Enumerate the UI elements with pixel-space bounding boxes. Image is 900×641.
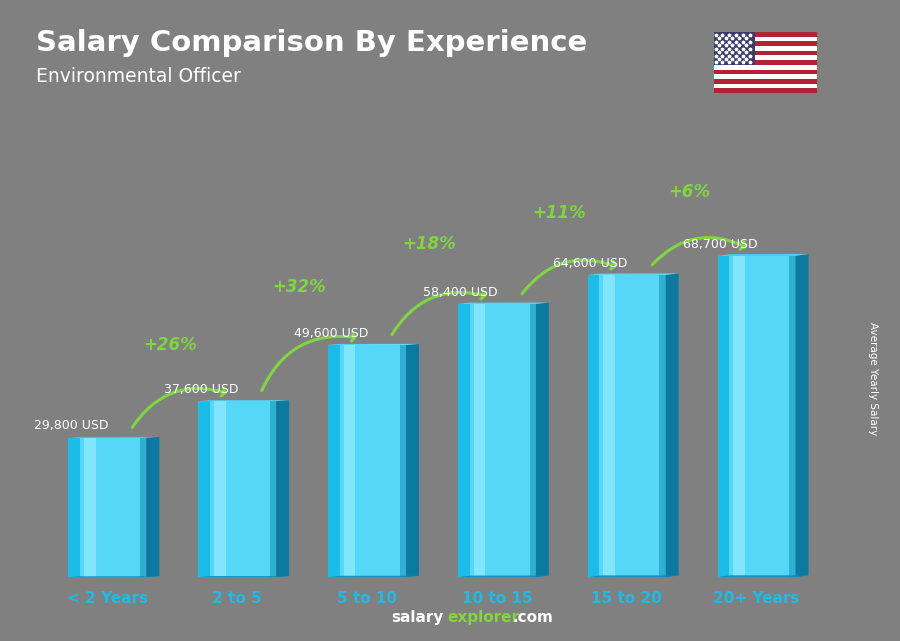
Polygon shape — [717, 576, 808, 577]
Text: +11%: +11% — [533, 204, 586, 222]
Text: 49,600 USD: 49,600 USD — [293, 327, 368, 340]
Bar — [714, 42, 817, 46]
Polygon shape — [729, 256, 789, 577]
Polygon shape — [214, 401, 226, 577]
Text: .com: .com — [513, 610, 554, 625]
Polygon shape — [80, 438, 140, 577]
Text: 37,600 USD: 37,600 USD — [164, 383, 238, 396]
Polygon shape — [406, 344, 419, 577]
Polygon shape — [270, 401, 276, 577]
Bar — [714, 83, 817, 88]
Polygon shape — [344, 345, 356, 577]
Polygon shape — [660, 275, 666, 577]
Polygon shape — [328, 344, 419, 345]
Polygon shape — [328, 345, 340, 577]
Bar — [714, 37, 817, 42]
Bar — [714, 65, 817, 69]
Text: 68,700 USD: 68,700 USD — [683, 238, 758, 251]
Bar — [714, 88, 817, 93]
Text: Average Yearly Salary: Average Yearly Salary — [868, 322, 878, 435]
Polygon shape — [68, 438, 80, 577]
Polygon shape — [198, 576, 289, 577]
Polygon shape — [68, 437, 159, 438]
Polygon shape — [147, 437, 159, 577]
Text: 29,800 USD: 29,800 USD — [34, 419, 108, 433]
Polygon shape — [140, 438, 147, 577]
Text: salary: salary — [392, 610, 444, 625]
Polygon shape — [536, 303, 549, 577]
Polygon shape — [68, 576, 159, 577]
Bar — [714, 46, 817, 51]
Text: +32%: +32% — [273, 278, 327, 296]
Text: Salary Comparison By Experience: Salary Comparison By Experience — [36, 29, 587, 57]
Polygon shape — [198, 400, 289, 401]
Polygon shape — [458, 303, 549, 304]
Bar — [714, 79, 817, 83]
Polygon shape — [473, 304, 485, 577]
Polygon shape — [276, 400, 289, 577]
Polygon shape — [603, 275, 615, 577]
Polygon shape — [529, 304, 535, 577]
Polygon shape — [210, 401, 270, 577]
Polygon shape — [400, 345, 406, 577]
Bar — [714, 74, 817, 79]
Polygon shape — [599, 275, 660, 577]
Text: +18%: +18% — [402, 235, 456, 253]
Bar — [714, 69, 817, 74]
Text: Environmental Officer: Environmental Officer — [36, 67, 241, 87]
Bar — [714, 56, 817, 60]
Polygon shape — [789, 256, 796, 577]
Bar — [714, 32, 755, 65]
Polygon shape — [666, 274, 679, 577]
Text: 64,600 USD: 64,600 USD — [554, 256, 627, 270]
Text: explorer: explorer — [447, 610, 519, 625]
Text: +6%: +6% — [668, 183, 710, 201]
Polygon shape — [470, 304, 529, 577]
Bar — [714, 60, 817, 65]
Polygon shape — [734, 256, 745, 577]
Polygon shape — [796, 254, 808, 577]
Polygon shape — [198, 401, 210, 577]
Polygon shape — [328, 576, 419, 577]
Polygon shape — [458, 576, 549, 577]
Text: 58,400 USD: 58,400 USD — [423, 286, 498, 299]
Polygon shape — [588, 275, 599, 577]
Bar — [714, 32, 817, 37]
Polygon shape — [84, 438, 95, 577]
Polygon shape — [717, 254, 808, 256]
Polygon shape — [588, 274, 679, 275]
Polygon shape — [340, 345, 400, 577]
Bar — [714, 51, 817, 56]
Polygon shape — [717, 256, 729, 577]
Polygon shape — [588, 576, 679, 577]
Polygon shape — [458, 304, 470, 577]
Text: +26%: +26% — [143, 337, 196, 354]
